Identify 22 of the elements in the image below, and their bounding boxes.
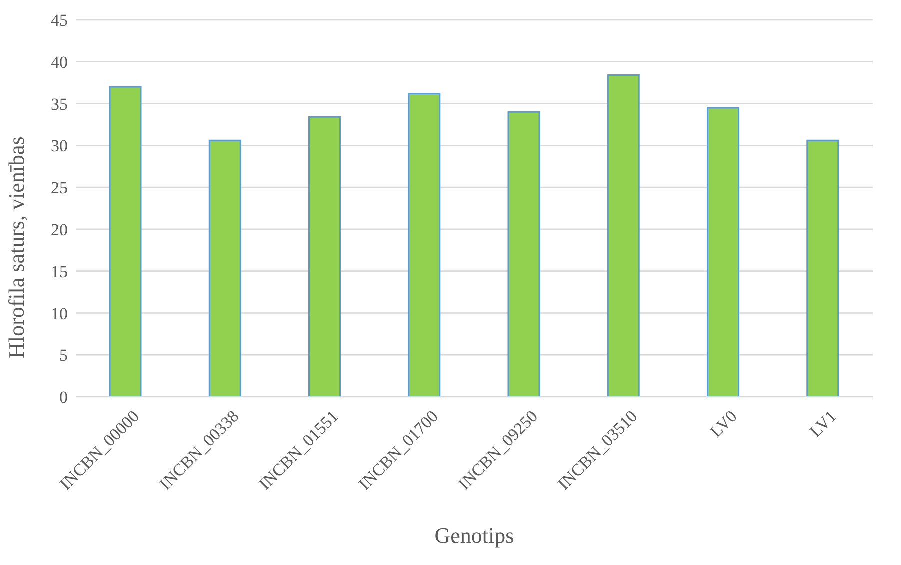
y-tick-label: 40 bbox=[51, 52, 68, 72]
bar bbox=[607, 74, 640, 397]
bar bbox=[408, 92, 441, 397]
y-tick-label: 10 bbox=[51, 304, 68, 324]
y-tick-label: 20 bbox=[51, 220, 68, 240]
bar bbox=[707, 107, 740, 397]
x-axis-title: Genotips bbox=[434, 523, 514, 548]
bar bbox=[308, 116, 341, 397]
y-tick-label: 15 bbox=[51, 262, 68, 282]
y-tick-label: 5 bbox=[60, 346, 68, 366]
bar bbox=[806, 140, 840, 397]
y-axis-title: Hlorofila saturs, vienības bbox=[4, 136, 29, 358]
y-tick-label: 45 bbox=[51, 11, 68, 30]
x-tick-label: LV1 bbox=[806, 406, 840, 442]
bar bbox=[508, 111, 540, 397]
x-tick-label: LV0 bbox=[706, 406, 741, 442]
bar bbox=[109, 86, 142, 397]
y-tick-label: 35 bbox=[51, 94, 68, 114]
y-tick-label: 30 bbox=[51, 136, 68, 156]
y-tick-label: 0 bbox=[60, 388, 68, 408]
y-tick-label: 25 bbox=[51, 178, 68, 198]
bar bbox=[208, 140, 242, 397]
